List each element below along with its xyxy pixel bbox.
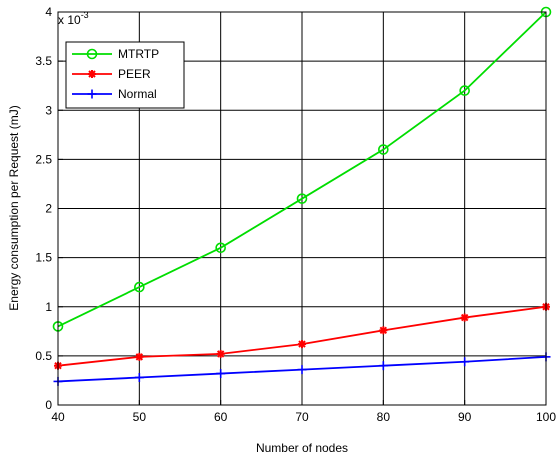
y-tick-label: 1 (45, 300, 52, 314)
legend-label-mtrtp: MTRTP (118, 47, 159, 61)
data-point-peer (298, 340, 306, 349)
series-peer (54, 302, 550, 370)
legend-label-normal: Normal (118, 87, 157, 101)
data-point-normal (216, 369, 226, 379)
x-tick-label: 100 (536, 410, 556, 424)
data-point-peer (379, 326, 388, 335)
x-tick-label: 60 (214, 410, 228, 424)
data-point-peer (216, 349, 225, 358)
y-tick-label: 3 (45, 103, 52, 117)
data-point-peer (135, 352, 144, 361)
y-axis-title: Energy consumption per Request (mJ) (7, 105, 21, 310)
series-line-mtrtp (57, 11, 547, 328)
data-point-mtrtp (378, 144, 389, 155)
legend: MTRTP PEER Normal (65, 41, 185, 109)
y-exponent-power: -3 (81, 10, 89, 20)
legend-marker-peer (88, 70, 96, 78)
data-point-mtrtp (296, 193, 308, 204)
legend-marker-normal (87, 89, 97, 99)
legend-item-normal: Normal (72, 87, 157, 101)
x-tick-label: 90 (458, 410, 472, 424)
legend-item-mtrtp: MTRTP (72, 47, 159, 61)
data-point-peer (460, 313, 469, 322)
legend-marker-mtrtp (86, 48, 98, 60)
data-point-normal (460, 357, 470, 367)
x-tick-label: 80 (377, 410, 391, 424)
legend-box (65, 41, 185, 109)
y-exponent-label: x 10-3 (58, 10, 89, 27)
data-point-normal (378, 361, 388, 371)
x-axis-title: Number of nodes (256, 441, 348, 455)
data-point-mtrtp (134, 281, 145, 293)
data-point-normal (134, 372, 144, 382)
y-tick-label: 4 (45, 5, 52, 19)
x-tick-label: 70 (295, 410, 309, 424)
ticks: 40 50 60 70 80 90 100 0 0.5 1 1.5 2 2.5 3 3.5 4 (35, 5, 556, 424)
y-tick-label: 1.5 (35, 251, 52, 265)
x-tick-label: 40 (51, 410, 65, 424)
data-point-mtrtp (459, 85, 470, 96)
y-tick-label: 0 (45, 398, 52, 412)
data-point-mtrtp (215, 242, 226, 254)
y-tick-label: 0.5 (35, 349, 52, 363)
x-tick-label: 50 (133, 410, 147, 424)
series-mtrtp (52, 6, 552, 332)
series-layer (52, 6, 552, 386)
y-tick-label: 3.5 (35, 54, 52, 68)
legend-label-peer: PEER (118, 67, 151, 81)
y-tick-label: 2.5 (35, 152, 52, 166)
y-tick-label: 2 (45, 202, 52, 216)
legend-item-peer: PEER (72, 67, 151, 81)
data-point-normal (297, 365, 307, 375)
y-exponent-base: x 10 (58, 13, 81, 27)
